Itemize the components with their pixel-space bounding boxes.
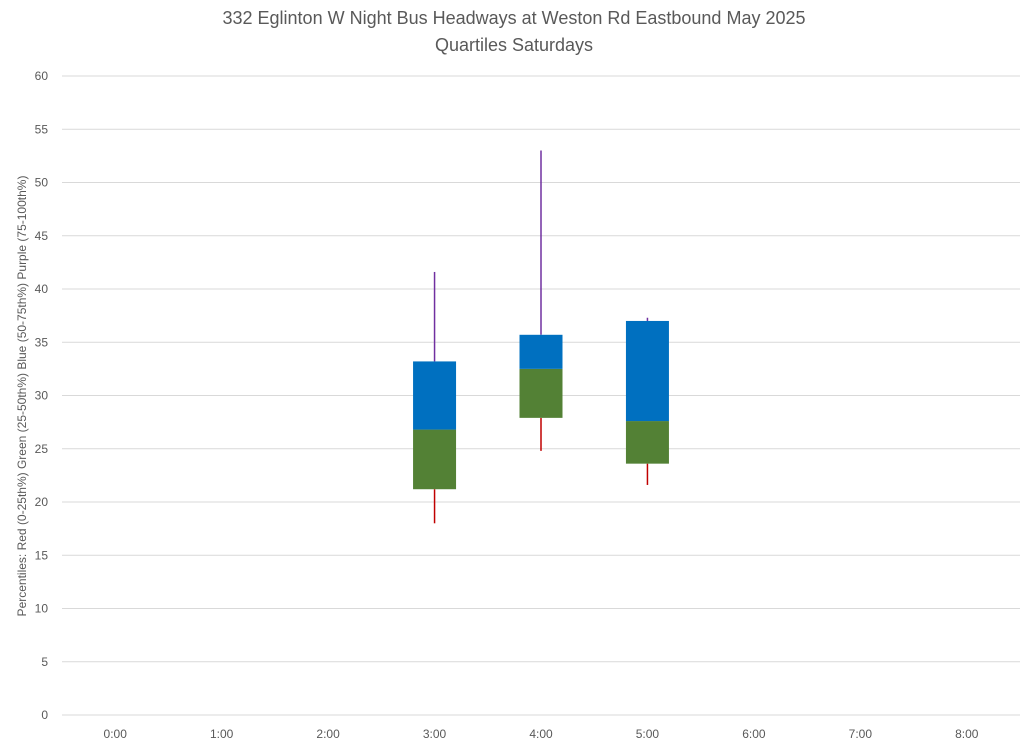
- x-tick-label: 1:00: [210, 727, 234, 741]
- y-tick-label: 0: [41, 708, 48, 722]
- box-300: [413, 271, 457, 524]
- x-tick-label: 5:00: [636, 727, 660, 741]
- y-tick-label: 30: [35, 389, 49, 403]
- x-tick-label: 2:00: [316, 727, 340, 741]
- y-tick-label: 55: [35, 122, 49, 136]
- y-tick-label: 35: [35, 335, 49, 349]
- y-axis-title: Percentiles: Red (0-25th%) Green (25-50t…: [15, 176, 29, 617]
- y-tick-label: 20: [35, 495, 49, 509]
- x-tick-labels: 0:00 1:00 2:00 3:00 4:00 5:00 6:00 7:00 8:00: [104, 727, 979, 741]
- chart-title: 332 Eglinton W Night Bus Headways at Wes…: [223, 8, 806, 28]
- y-tick-label: 50: [35, 176, 49, 190]
- x-tick-label: 4:00: [529, 727, 553, 741]
- lower-box: [519, 368, 563, 418]
- y-tick-label: 25: [35, 442, 49, 456]
- y-tick-label: 5: [41, 655, 48, 669]
- lower-box: [413, 429, 457, 490]
- box-400: [519, 150, 563, 451]
- x-tick-label: 0:00: [104, 727, 128, 741]
- chart-subtitle: Quartiles Saturdays: [435, 35, 593, 55]
- upper-box: [519, 334, 563, 369]
- upper-box: [413, 361, 457, 430]
- box-series: [413, 150, 669, 524]
- lower-box: [625, 421, 669, 464]
- x-tick-label: 6:00: [742, 727, 766, 741]
- upper-box: [625, 320, 669, 422]
- y-tick-label: 15: [35, 548, 49, 562]
- x-tick-label: 8:00: [955, 727, 979, 741]
- x-tick-label: 3:00: [423, 727, 447, 741]
- x-tick-label: 7:00: [849, 727, 873, 741]
- y-tick-labels: 0 5 10 15 20 25 30 35 40 45 50 55 60: [35, 69, 49, 722]
- y-tick-label: 10: [35, 602, 49, 616]
- y-tick-label: 40: [35, 282, 49, 296]
- y-tick-label: 45: [35, 229, 49, 243]
- box-500: [625, 317, 669, 485]
- y-tick-label: 60: [35, 69, 49, 83]
